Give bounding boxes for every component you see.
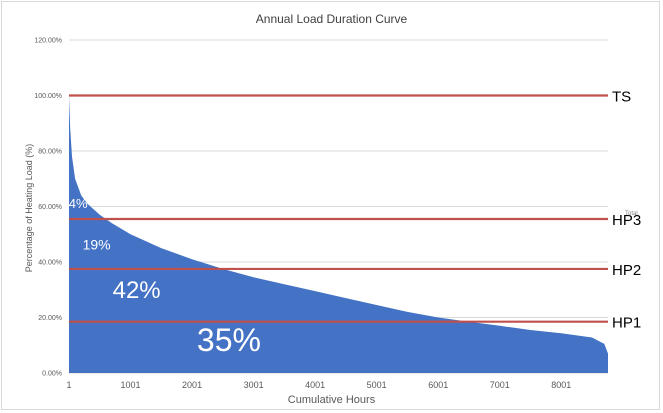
load-duration-area	[69, 95, 608, 373]
stage-share-label: 19%	[83, 237, 111, 253]
capacity-line-label: HP1	[612, 315, 641, 332]
x-tick-label: 7001	[490, 380, 510, 390]
x-tick-label: 6001	[428, 380, 448, 390]
total-annotation: Total	[625, 211, 638, 217]
x-tick-label: 8001	[551, 380, 571, 390]
stage-share-label: 35%	[197, 322, 261, 358]
y-tick-label: 100.00%	[34, 93, 62, 100]
x-tick-label: 3001	[244, 380, 264, 390]
y-tick-label: 40.00%	[38, 260, 62, 267]
capacity-line-label: TS	[612, 89, 631, 106]
y-tick-label: 60.00%	[38, 204, 62, 211]
y-tick-label: 20.00%	[38, 315, 62, 322]
x-tick-label: 1001	[121, 380, 141, 390]
y-tick-labels: 0.00% 20.00% 40.00% 60.00% 80.00% 100.00% 120.…	[34, 38, 62, 378]
x-tick-label: 1	[66, 380, 71, 390]
capacity-line-label: HP3	[612, 212, 641, 229]
stage-share-label: 4%	[69, 196, 88, 211]
x-tick-label: 2001	[182, 380, 202, 390]
y-tick-label: 0.00%	[42, 371, 62, 378]
x-tick-label: 5001	[367, 380, 387, 390]
y-tick-label: 120.00%	[34, 38, 62, 45]
y-tick-label: 80.00%	[38, 149, 62, 156]
stage-share-labels: 4% 19% 42% 35%	[69, 196, 261, 358]
x-tick-label: 4001	[305, 380, 325, 390]
x-tick-labels: 1 1001 2001 3001 4001 5001 6001 7001 8001	[66, 380, 571, 390]
stage-share-label: 42%	[113, 277, 161, 304]
chart-title: Annual Load Duration Curve	[255, 12, 408, 26]
x-axis-label: Cumulative Hours	[287, 394, 376, 406]
capacity-lines: TS HP3 HP2 HP1	[69, 89, 641, 332]
capacity-line-label: HP2	[612, 262, 641, 279]
